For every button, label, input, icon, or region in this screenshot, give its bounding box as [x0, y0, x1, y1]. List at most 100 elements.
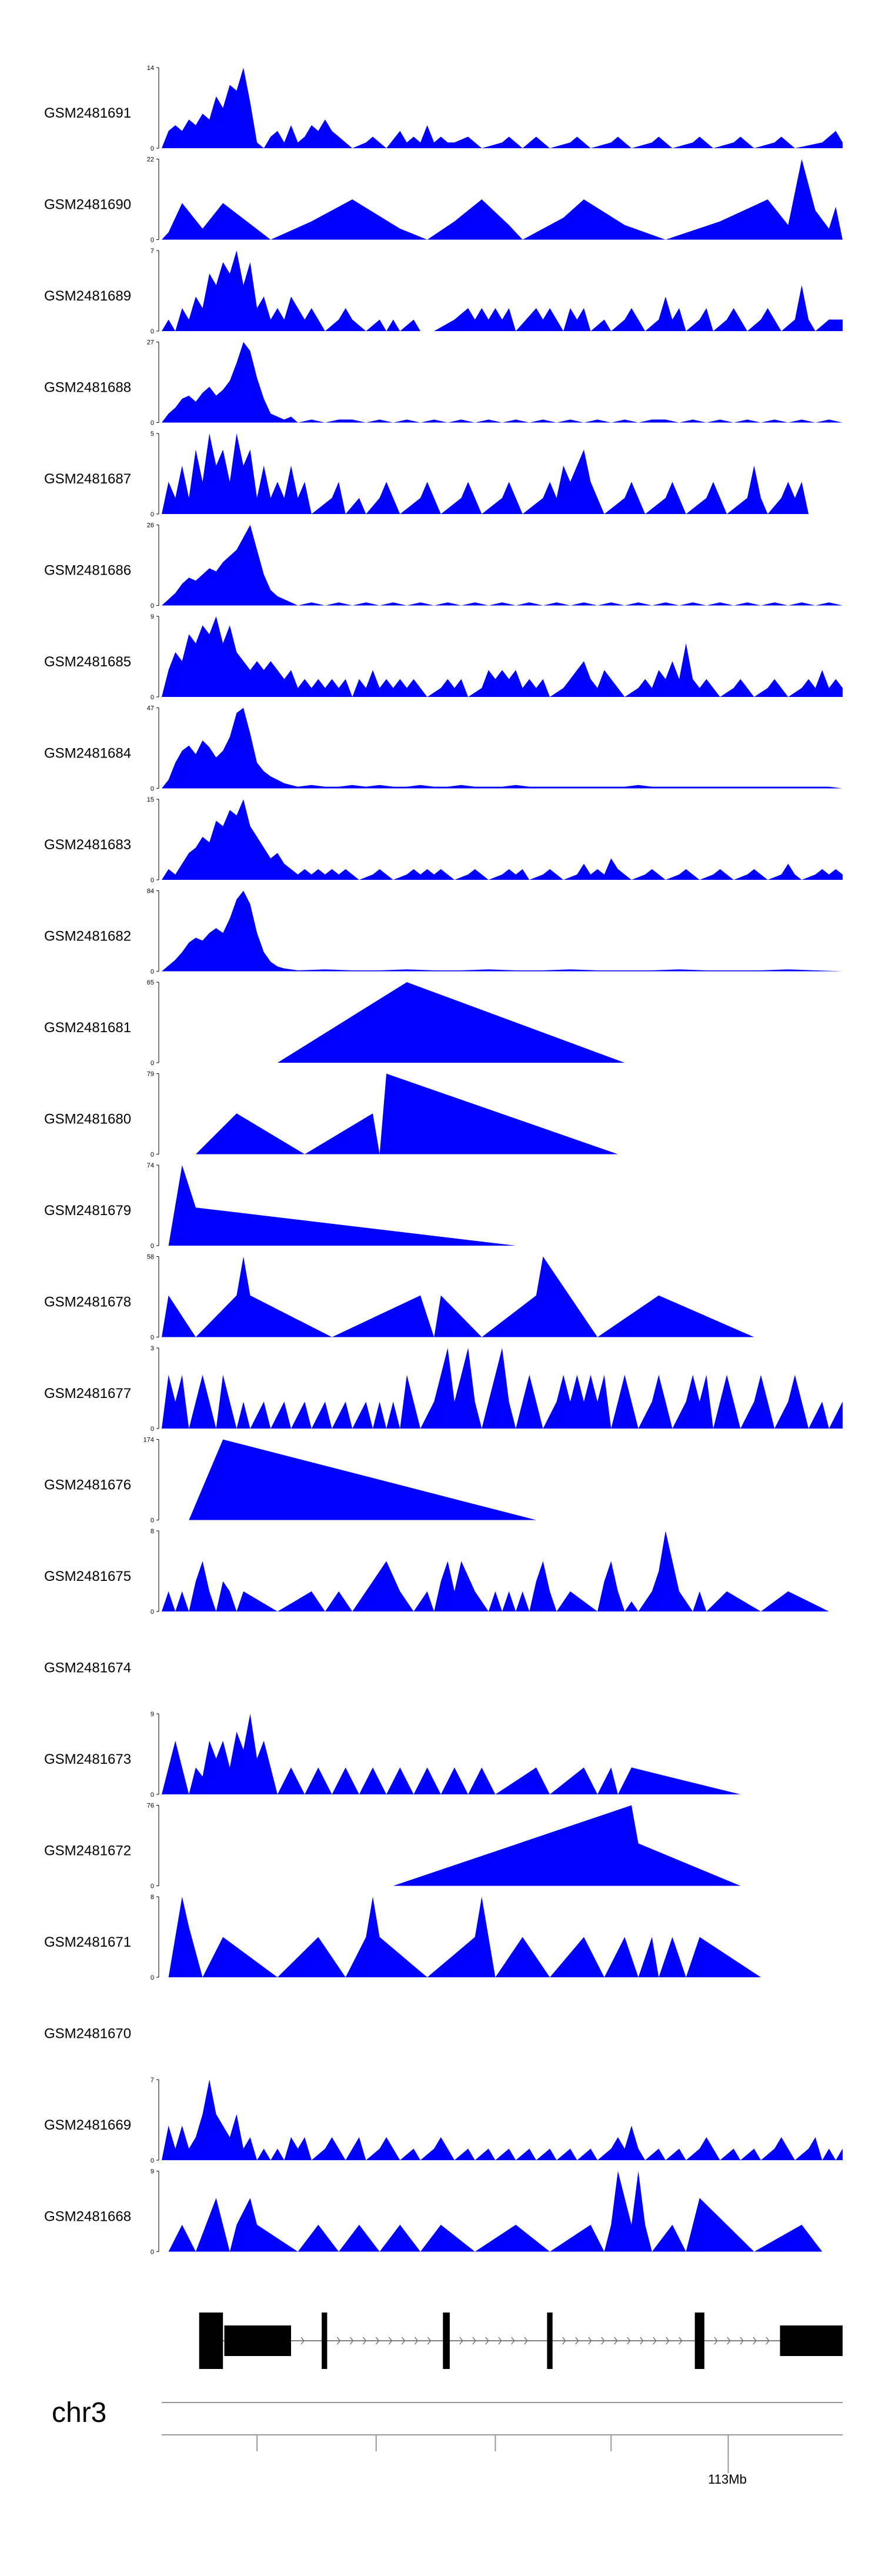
track: GSM2481679 74 0: [44, 1162, 516, 1250]
strand-arrow: [472, 2337, 476, 2345]
track: GSM2481680 79 0: [44, 1071, 618, 1159]
track-label: GSM2481671: [44, 1934, 131, 1950]
track-label: GSM2481687: [44, 471, 131, 487]
strand-arrow: [401, 2337, 406, 2345]
strand-arrow: [766, 2337, 770, 2345]
y-zero-label: 0: [151, 1883, 154, 1890]
track-label: GSM2481675: [44, 1569, 131, 1584]
y-max-label: 74: [147, 1162, 154, 1169]
track: GSM2481686 26 0: [44, 522, 843, 610]
strand-arrow: [714, 2337, 718, 2345]
exon: [443, 2313, 450, 2369]
y-max-label: 65: [147, 979, 154, 986]
track: GSM2481676 174 0: [44, 1437, 536, 1524]
strand-arrow: [349, 2337, 354, 2345]
y-zero-label: 0: [151, 328, 154, 335]
coverage-area: [168, 2171, 823, 2252]
y-zero-label: 0: [151, 603, 154, 610]
coverage-area: [162, 1714, 741, 1794]
y-zero-label: 0: [151, 969, 154, 976]
track-label: GSM2481691: [44, 105, 131, 121]
y-zero-label: 0: [151, 1060, 154, 1067]
strand-arrow: [524, 2337, 528, 2345]
coverage-area: [162, 1256, 754, 1337]
strand-arrow: [498, 2337, 502, 2345]
y-zero-label: 0: [151, 1974, 154, 1981]
track: GSM2481674: [44, 1660, 131, 1676]
coverage-area: [168, 1897, 761, 1977]
strand-arrow: [640, 2337, 644, 2345]
y-zero-label: 0: [151, 420, 154, 427]
coverage-area: [195, 1073, 618, 1154]
coverage-area: [162, 1531, 829, 1611]
track-label: GSM2481670: [44, 2026, 131, 2042]
strand-arrow: [740, 2337, 744, 2345]
y-max-label: 3: [151, 1345, 154, 1352]
y-zero-label: 0: [151, 237, 154, 244]
track-label: GSM2481669: [44, 2117, 131, 2133]
strand-arrow: [588, 2337, 592, 2345]
strand-arrow: [388, 2337, 393, 2345]
strand-arrow: [601, 2337, 605, 2345]
exon: [199, 2313, 223, 2369]
track: GSM2481673 9 0: [44, 1711, 741, 1798]
track-label: GSM2481678: [44, 1294, 131, 1310]
coverage-area: [189, 1439, 536, 1520]
track-label: GSM2481676: [44, 1477, 131, 1493]
track-label: GSM2481672: [44, 1843, 131, 1859]
track: GSM2481670: [44, 2026, 131, 2042]
track-label: GSM2481674: [44, 1660, 131, 1676]
strand-arrow: [653, 2337, 657, 2345]
strand-arrow: [362, 2337, 367, 2345]
y-max-label: 174: [143, 1437, 154, 1444]
exon: [694, 2313, 704, 2369]
axis-position-label: 113Mb: [708, 2472, 747, 2487]
track: GSM2481682 84 0: [44, 888, 843, 976]
y-max-label: 84: [147, 888, 154, 895]
y-zero-label: 0: [151, 2157, 154, 2164]
track: GSM2481669 7 0: [44, 2077, 843, 2164]
y-zero-label: 0: [151, 1334, 154, 1342]
strand-arrow: [485, 2337, 489, 2345]
coverage-area: [162, 159, 843, 240]
strand-arrow: [414, 2337, 419, 2345]
coverage-area: [162, 68, 843, 148]
strand-arrow: [727, 2337, 731, 2345]
coverage-area: [168, 1165, 516, 1246]
coverage-area: [162, 433, 809, 514]
track: GSM2481672 76 0: [44, 1803, 741, 1890]
track: GSM2481688 27 0: [44, 339, 843, 427]
track-label: GSM2481668: [44, 2209, 131, 2225]
y-max-label: 14: [147, 65, 154, 72]
exon: [547, 2313, 553, 2369]
track: GSM2481678 58 0: [44, 1254, 754, 1342]
y-max-label: 58: [147, 1254, 154, 1261]
y-max-label: 5: [151, 431, 154, 438]
chromosome-ruler: chr3 113Mb: [52, 2397, 843, 2487]
y-max-label: 7: [151, 2077, 154, 2084]
track: GSM2481687 5 0: [44, 431, 809, 518]
strand-arrow: [753, 2337, 757, 2345]
y-max-label: 9: [151, 613, 154, 620]
strand-arrow: [459, 2337, 463, 2345]
y-max-label: 15: [147, 796, 154, 803]
track: GSM2481675 8 0: [44, 1528, 829, 1616]
y-max-label: 76: [147, 1803, 154, 1810]
coverage-area: [277, 982, 625, 1063]
track-label: GSM2481685: [44, 654, 131, 670]
strand-arrow: [427, 2337, 432, 2345]
track: GSM2481689 7 0: [44, 248, 843, 335]
strand-arrow: [511, 2337, 515, 2345]
track: GSM2481685 9 0: [44, 613, 843, 701]
track: GSM2481691 14 0: [44, 65, 843, 152]
y-max-label: 27: [147, 339, 154, 346]
track-label: GSM2481688: [44, 380, 131, 396]
y-zero-label: 0: [151, 1426, 154, 1433]
track: GSM2481677 3 0: [44, 1345, 843, 1433]
strand-arrow: [562, 2337, 566, 2345]
y-zero-label: 0: [151, 145, 154, 152]
y-max-label: 22: [147, 156, 154, 163]
coverage-area: [162, 799, 843, 880]
track: GSM2481684 47 0: [44, 705, 843, 793]
